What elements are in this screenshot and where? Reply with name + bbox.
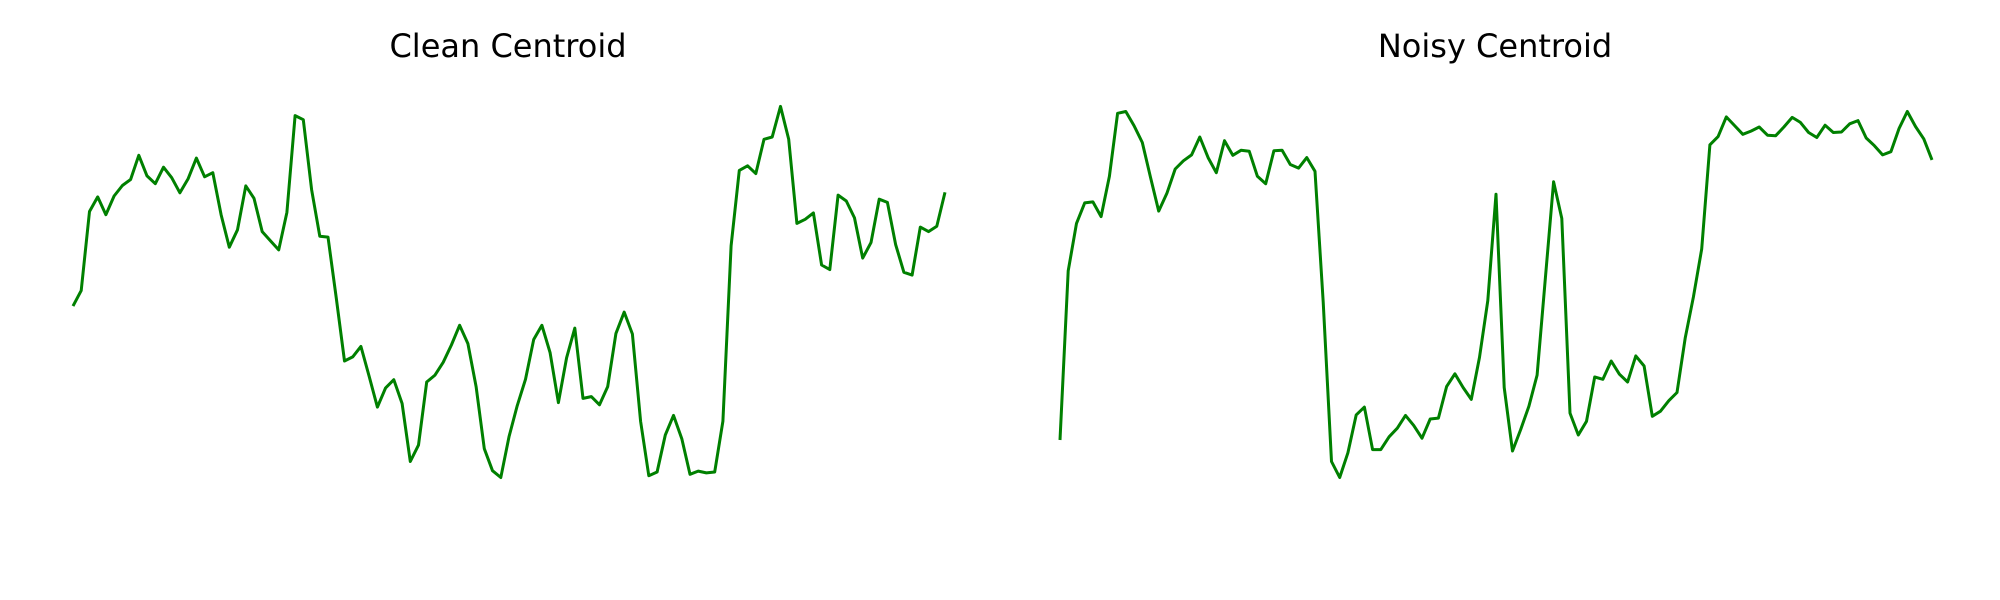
noisy-centroid-panel: Noisy Centroid <box>1058 27 1934 479</box>
clean-centroid-panel: Clean Centroid <box>71 27 947 479</box>
clean-centroid-series-line <box>71 104 947 479</box>
noisy-centroid-title: Noisy Centroid <box>1378 27 1612 65</box>
clean-centroid-title: Clean Centroid <box>389 27 626 65</box>
noisy-centroid-series-line <box>1058 110 1934 479</box>
